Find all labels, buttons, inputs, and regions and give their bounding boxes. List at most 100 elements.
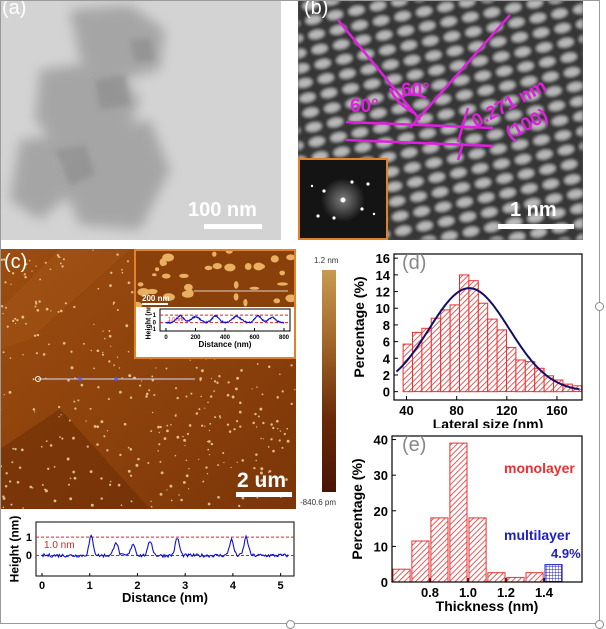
profile-xtick: 1 [87, 580, 93, 592]
panel-c-afm-image: (c) 2 um 200 nm 1.0 nm 0 200 400 600 800 1 0 -1 D… [0, 249, 296, 509]
profile-ytick: 0 [26, 550, 32, 562]
gaussian-fit-line [395, 287, 580, 391]
histogram-bar [515, 359, 526, 393]
y-tick-label: 4 [383, 351, 391, 366]
resize-handle-right[interactable] [595, 302, 604, 311]
profile-ytick: 1 [153, 313, 157, 319]
y-tick-label: 10 [376, 301, 390, 316]
scale-bar-label-c: 2 um [237, 469, 287, 492]
profile-xtick: 0 [164, 335, 168, 341]
scale-bar-b [498, 224, 574, 229]
scale-bar-label-b: 1 nm [510, 199, 557, 221]
histogram-bar [506, 346, 517, 393]
histogram-bar [411, 540, 430, 583]
multilayer-percent: 4.9% [551, 546, 581, 561]
y-tick-label: 6 [383, 335, 390, 350]
y-tick-label: 12 [376, 285, 390, 300]
afm-height-map [0, 249, 296, 509]
y-tick-label: 16 [376, 251, 390, 266]
y-tick-label: 8 [383, 318, 390, 333]
y-tick-label: 40 [374, 433, 388, 448]
colorbar-min-label: -840.6 pm [300, 498, 337, 507]
y-axis-label: Percentage (%) [349, 458, 365, 559]
colorbar-max-label: 1.2 nm [314, 256, 339, 265]
y-tick-label: 14 [376, 268, 391, 283]
inset-scale-label: 200 nm [142, 294, 170, 303]
y-tick-label: 30 [374, 468, 388, 483]
histogram-bar [496, 329, 508, 393]
histogram-bar [487, 318, 498, 393]
y-tick-label: 0 [383, 385, 390, 400]
histogram-bar [468, 517, 487, 583]
histogram-bar [402, 343, 413, 393]
profile-trace [41, 534, 289, 559]
profile-trace [165, 314, 285, 325]
profile-xtick: 400 [220, 335, 231, 341]
scale-bar-c [236, 492, 292, 497]
profile-ylabel: Height (nm) [145, 307, 152, 339]
scale-bar-a [204, 224, 262, 229]
panel-label-a: (a) [2, 0, 27, 19]
profile-xtick: 800 [279, 335, 290, 341]
colorbar [322, 270, 336, 492]
y-tick-label: 20 [374, 504, 388, 519]
x-tick-label: 160 [546, 403, 568, 418]
histogram-bar [544, 564, 563, 583]
profile-ytick: 0 [153, 321, 157, 327]
afm-height-profile: 1.0 nm 0 1 2 3 4 5 1 0 Distance (nm) Height (nm) [7, 516, 295, 605]
y-tick-label: 0 [381, 575, 388, 590]
profile-xlabel: Distance (nm) [122, 590, 208, 605]
profile-xtick: 600 [249, 335, 260, 341]
plot-frame [391, 435, 583, 583]
resize-handle-corner[interactable] [595, 620, 604, 629]
x-tick-label: 1.0 [459, 585, 477, 600]
profile-ytick: -1 [151, 327, 157, 333]
panel-label-d: (d) [402, 252, 427, 274]
scale-bar-label-a: 100 nm [188, 199, 257, 221]
profile-ytick: 1 [26, 532, 32, 544]
fft-pattern [310, 178, 376, 222]
panel-a-tem-image: (a) 100 nm [0, 0, 281, 240]
afm-inset-image: 200 nm [136, 251, 294, 307]
x-axis-label: Thickness (nm) [436, 598, 539, 614]
fft-inset [298, 158, 388, 240]
histogram-bar [506, 576, 525, 583]
angle-label-2: 60° [401, 80, 430, 101]
profile-xtick: 200 [190, 335, 201, 341]
panel-b-hrtem-image: 60° 60° 0.271 nm (100) (b) 1 nm [298, 0, 583, 240]
panel-label-e: (e) [402, 434, 427, 456]
histogram-bar [392, 568, 411, 583]
y-axis-label: Percentage (%) [351, 276, 367, 377]
y-tick-label: 10 [374, 539, 388, 554]
profile-ylabel: Height (nm) [7, 516, 21, 583]
x-tick-label: 120 [496, 403, 518, 418]
histogram-bar [525, 572, 544, 583]
x-tick-label: 40 [399, 403, 413, 418]
monolayer-label: monolayer [504, 460, 575, 476]
angle-label-1: 60° [350, 96, 379, 117]
x-tick-label: 0.8 [421, 585, 439, 600]
profile-xtick: 0 [39, 580, 45, 592]
histogram-bar [524, 361, 536, 393]
histogram-bar [449, 304, 460, 393]
profile-xlabel: Distance (nm) [199, 340, 252, 349]
profile-xtick: 2 [134, 580, 140, 592]
x-tick-label: 1.4 [535, 585, 554, 600]
afm-inset: 200 nm 1.0 nm 0 200 400 600 800 1 0 -1 Distance (… [134, 249, 296, 359]
histogram-bar [430, 317, 442, 393]
histogram-bar [440, 309, 451, 393]
histogram-bar [487, 572, 506, 583]
multilayer-label: multilayer [504, 527, 571, 543]
panel-label-b: (b) [304, 0, 329, 19]
plot-frame [393, 253, 583, 401]
profile-xtick: 5 [278, 580, 284, 592]
tem-flakes [0, 0, 281, 240]
histogram-bar [477, 302, 489, 393]
x-tick-label: 1.2 [497, 585, 515, 600]
profile-ref-label: 1.0 nm [44, 540, 75, 551]
resize-handle-bottom[interactable] [286, 620, 295, 629]
histogram-bar [468, 280, 479, 393]
